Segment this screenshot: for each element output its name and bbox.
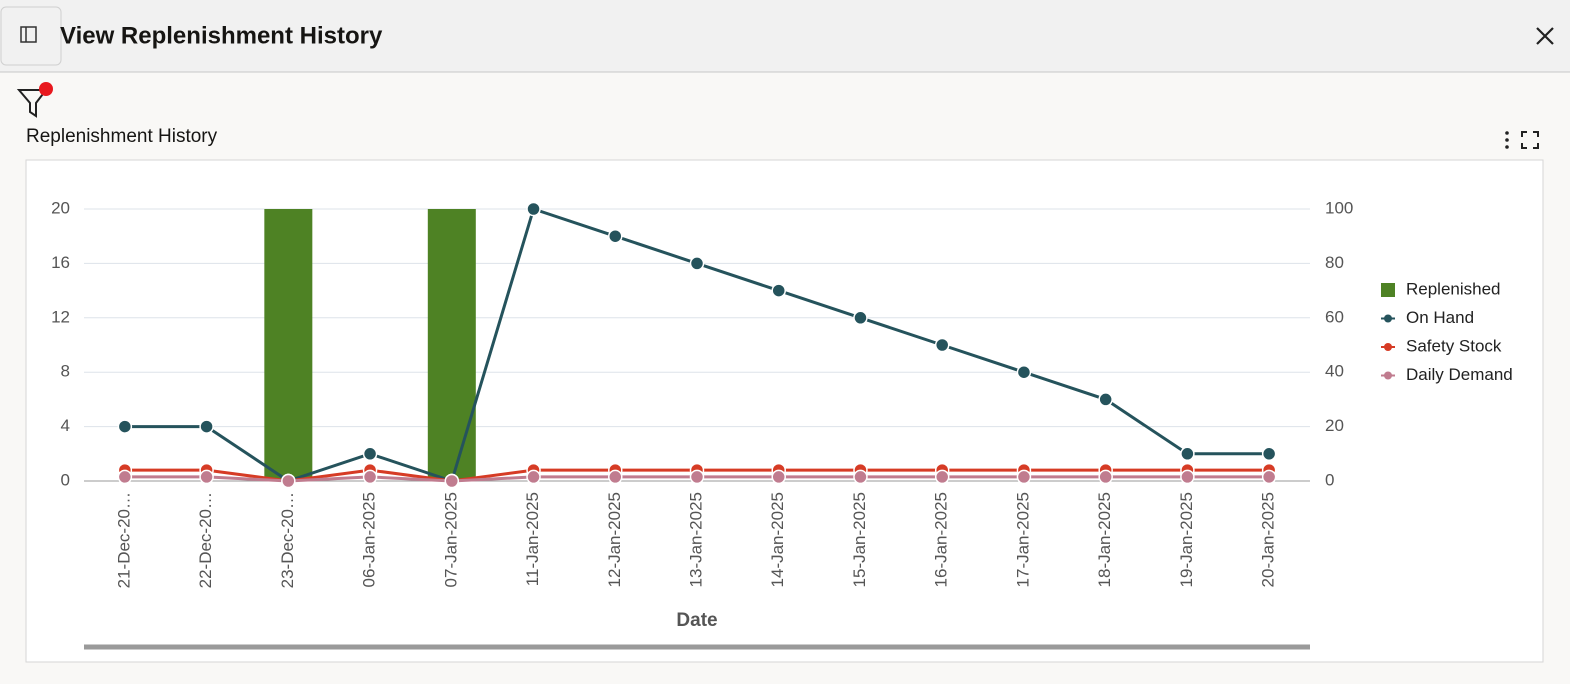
point xyxy=(199,469,214,485)
point xyxy=(934,337,950,353)
x-tick-label: 20-Jan-2025 xyxy=(1259,492,1278,587)
legend-label: Safety Stock xyxy=(1406,336,1502,355)
x-tick-label: 19-Jan-2025 xyxy=(1177,492,1196,587)
point xyxy=(689,469,705,485)
point xyxy=(1016,469,1032,485)
legend-dot xyxy=(1384,343,1392,351)
y2-tick-label: 60 xyxy=(1325,307,1344,326)
point xyxy=(853,469,868,485)
point xyxy=(771,469,786,485)
point xyxy=(1180,469,1195,485)
y2-tick-label: 20 xyxy=(1325,416,1344,435)
y-tick-label: 12 xyxy=(51,307,70,326)
header-bar xyxy=(0,0,1570,72)
bar xyxy=(427,209,476,481)
point xyxy=(1261,469,1277,485)
point xyxy=(444,473,460,489)
close-button[interactable] xyxy=(1536,27,1554,45)
x-tick-label: 16-Jan-2025 xyxy=(932,492,951,587)
y-tick-label: 4 xyxy=(61,416,70,435)
point xyxy=(199,419,214,434)
point xyxy=(608,228,623,244)
sidebar-icon xyxy=(20,26,37,43)
legend-dot xyxy=(1384,371,1392,380)
point xyxy=(1180,446,1195,462)
x-axis-title: Date xyxy=(676,610,717,631)
point xyxy=(526,469,541,485)
x-tick-label: 14-Jan-2025 xyxy=(768,492,787,587)
page-title: View Replenishment History xyxy=(60,22,383,49)
x-tick-label: 22-Dec-20… xyxy=(196,492,215,588)
point xyxy=(1261,446,1277,462)
x-tick-label: 15-Jan-2025 xyxy=(850,492,869,587)
sidebar-toggle[interactable] xyxy=(0,6,62,66)
point xyxy=(934,469,950,485)
point xyxy=(1016,364,1032,380)
panel-title: Replenishment History xyxy=(26,126,218,147)
y2-tick-label: 80 xyxy=(1325,253,1344,272)
legend-label: On Hand xyxy=(1406,308,1474,327)
legend-swatch xyxy=(1381,283,1395,297)
point xyxy=(1098,469,1113,485)
point xyxy=(362,446,378,462)
fullscreen-button[interactable] xyxy=(1521,131,1539,149)
point xyxy=(281,473,296,489)
y-tick-label: 8 xyxy=(61,362,70,381)
x-tick-label: 17-Jan-2025 xyxy=(1013,492,1032,587)
x-tick-label: 18-Jan-2025 xyxy=(1095,492,1114,587)
point xyxy=(853,310,868,326)
x-tick-label: 13-Jan-2025 xyxy=(686,492,705,587)
y2-tick-label: 40 xyxy=(1325,362,1344,381)
point xyxy=(1098,392,1113,407)
y-tick-label: 0 xyxy=(61,470,70,489)
filter-badge xyxy=(39,82,53,96)
point xyxy=(689,256,705,271)
x-tick-label: 07-Jan-2025 xyxy=(441,492,460,587)
more-button[interactable] xyxy=(1505,131,1509,149)
x-tick-label: 06-Jan-2025 xyxy=(360,492,379,587)
y2-tick-label: 0 xyxy=(1325,470,1334,489)
point xyxy=(117,469,133,485)
y-tick-label: 20 xyxy=(51,198,70,217)
bar xyxy=(264,209,313,481)
y2-tick-label: 100 xyxy=(1325,198,1353,217)
point xyxy=(771,283,786,298)
point xyxy=(526,201,541,217)
legend-dot xyxy=(1384,314,1392,323)
x-tick-label: 12-Jan-2025 xyxy=(605,492,624,587)
point xyxy=(362,469,378,485)
x-tick-label: 11-Jan-2025 xyxy=(523,492,542,586)
x-tick-label: 23-Dec-20… xyxy=(278,492,297,588)
y-tick-label: 16 xyxy=(51,253,70,272)
point xyxy=(117,419,133,434)
point xyxy=(608,469,623,485)
legend-label: Daily Demand xyxy=(1406,365,1513,384)
x-tick-label: 21-Dec-20… xyxy=(114,492,133,588)
legend-label: Replenished xyxy=(1406,279,1501,298)
